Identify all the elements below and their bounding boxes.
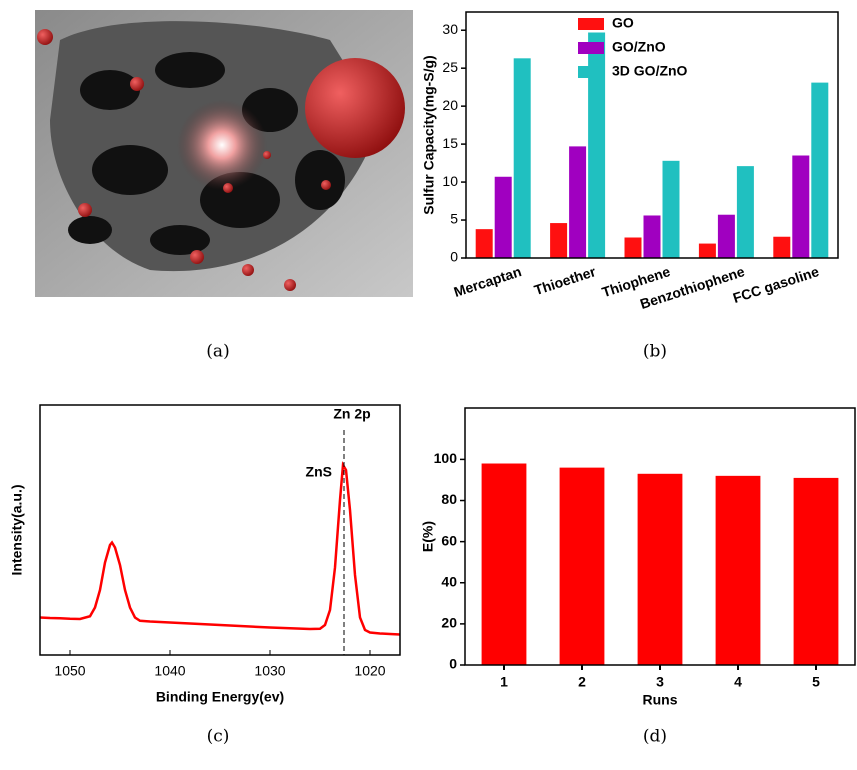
legend-swatch xyxy=(578,18,604,30)
y-tick-label: 0 xyxy=(449,656,457,672)
legend-swatch xyxy=(578,66,604,78)
y-tick-label: 5 xyxy=(450,211,458,227)
spectrum-line xyxy=(40,465,400,635)
y-tick-label: 60 xyxy=(441,532,457,548)
x-tick-label: 1 xyxy=(500,674,508,690)
y-tick-label: 10 xyxy=(442,173,458,189)
bar xyxy=(560,468,605,665)
x-tick-label: 4 xyxy=(734,674,742,690)
legend-swatch xyxy=(578,42,604,54)
bar xyxy=(718,215,735,258)
bar xyxy=(495,177,512,258)
y-tick-label: 15 xyxy=(442,135,458,151)
y-axis-label: Sulfur Capacity(mg-S/g) xyxy=(421,55,437,214)
y-axis-label: Intensity(a.u.) xyxy=(9,484,25,575)
y-tick-label: 25 xyxy=(442,59,458,75)
x-axis-label: Runs xyxy=(643,692,678,708)
figure: (a) (b) (c) (d) 051015202530MercaptanThi… xyxy=(0,0,857,770)
bar xyxy=(773,237,790,258)
caption: (b) xyxy=(643,342,667,362)
panel-a-image xyxy=(35,10,413,297)
y-axis-label: E(%) xyxy=(420,521,436,552)
annotation: ZnS xyxy=(306,464,332,480)
x-tick-label: 1040 xyxy=(154,663,185,679)
bar xyxy=(569,146,586,258)
bar xyxy=(625,238,642,259)
annotation: Zn 2p xyxy=(333,406,370,422)
x-tick-label: 3 xyxy=(656,674,664,690)
caption: (a) xyxy=(206,342,229,362)
y-tick-label: 20 xyxy=(442,97,458,113)
bar xyxy=(737,166,754,258)
y-tick-label: 20 xyxy=(441,615,457,631)
y-tick-label: 100 xyxy=(434,450,458,466)
bar xyxy=(811,83,828,258)
y-tick-label: 80 xyxy=(441,491,457,507)
x-tick-label: 5 xyxy=(812,674,820,690)
x-tick-label: Thioether xyxy=(532,263,598,298)
bar xyxy=(514,58,531,258)
bar xyxy=(482,464,527,665)
page: {"captions": ["(a)", "(b)", "(c)", "(d)"… xyxy=(0,0,857,770)
bar xyxy=(663,161,680,258)
legend-label: 3D GO/ZnO xyxy=(612,63,688,79)
bar xyxy=(699,244,716,258)
legend-label: GO/ZnO xyxy=(612,39,666,55)
x-tick-label: 1050 xyxy=(54,663,85,679)
legend-label: GO xyxy=(612,15,634,31)
x-axis-label: Binding Energy(ev) xyxy=(156,689,284,705)
plot-frame xyxy=(40,405,400,655)
bar xyxy=(794,478,839,665)
y-tick-label: 0 xyxy=(450,249,458,265)
bar xyxy=(550,223,567,258)
bar xyxy=(792,156,809,259)
caption: (d) xyxy=(643,727,667,747)
x-tick-label: 1030 xyxy=(254,663,285,679)
bar xyxy=(476,229,493,258)
bar xyxy=(716,476,761,665)
caption: (c) xyxy=(207,727,230,747)
y-tick-label: 40 xyxy=(441,573,457,589)
x-tick-label: 1020 xyxy=(354,663,385,679)
x-tick-label: FCC gasoline xyxy=(731,263,821,306)
x-tick-label: 2 xyxy=(578,674,586,690)
bar xyxy=(644,215,661,258)
bar xyxy=(638,474,683,665)
y-tick-label: 30 xyxy=(442,21,458,37)
x-tick-label: Mercaptan xyxy=(452,263,524,300)
